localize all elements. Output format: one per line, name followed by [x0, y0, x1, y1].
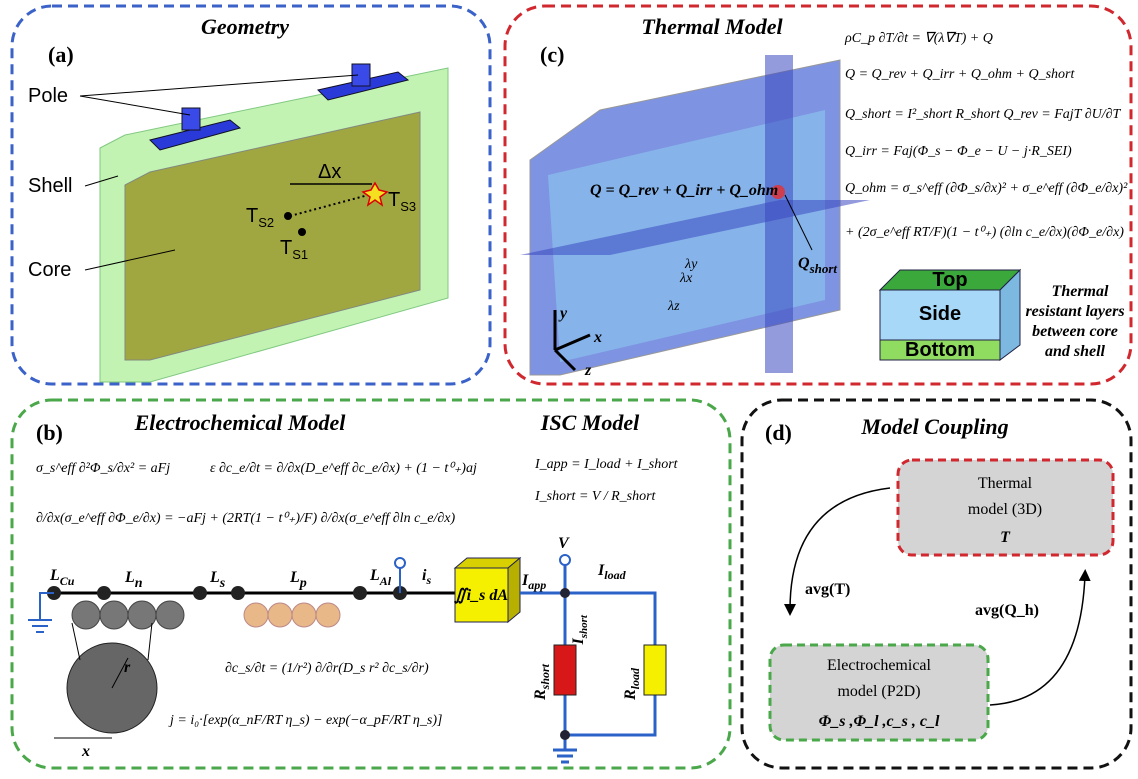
label: is — [422, 567, 431, 587]
box-text: Φ_s ,Φ_l ,c_s , c_l — [819, 713, 940, 730]
label: avg(Q_h) — [975, 602, 1039, 619]
equations: ρC_p ∂T/∂t = ∇(λ∇T) + Q Q = Q_rev + Q_ir… — [844, 31, 1128, 240]
particle — [72, 601, 100, 629]
label: λz — [667, 299, 680, 314]
particle — [244, 603, 268, 627]
terminal — [395, 558, 405, 568]
ground — [28, 593, 54, 632]
resistor — [554, 645, 576, 695]
node — [231, 586, 245, 600]
label: Iapp — [521, 572, 546, 592]
point — [284, 212, 292, 220]
particle — [292, 603, 316, 627]
label: λy — [684, 257, 698, 272]
figure: Geometry (a) Pole Shell Core Δx TS2 TS1 … — [0, 0, 1138, 774]
label: Top — [932, 269, 967, 291]
label: x — [81, 743, 90, 760]
box-text: T — [1000, 529, 1011, 546]
point — [298, 228, 306, 236]
equation: Q_short = I²_short R_short Q_rev = FajT … — [845, 107, 1122, 122]
equation: σ_s^eff ∂²Φ_s/∂x² = aFj — [36, 461, 170, 476]
label: Ln — [124, 569, 143, 591]
label: Δx — [318, 161, 341, 183]
leader — [72, 623, 80, 660]
panel-title: Electrochemical Model — [134, 410, 347, 435]
label: z — [584, 362, 592, 379]
particle — [268, 603, 292, 627]
particle — [100, 601, 128, 629]
label: Iload — [597, 562, 627, 582]
equation: + (2σ_e^eff RT/F)(1 − t⁰₊) (∂ln c_e/∂x)(… — [845, 225, 1124, 240]
panel-title: Geometry — [201, 14, 289, 39]
equation: ∂/∂x(σ_e^eff ∂Φ_e/∂x) = −aFj + (2RT(1 − … — [36, 511, 456, 526]
label: V — [558, 535, 570, 552]
integral-box — [508, 558, 520, 622]
node — [193, 586, 207, 600]
equation: ε ∂c_e/∂t = ∂/∂x(D_e^eff ∂c_e/∂x) + (1 −… — [210, 461, 477, 476]
label: Bottom — [905, 339, 975, 361]
label: Lp — [289, 569, 307, 591]
terminal — [560, 555, 570, 565]
particle — [316, 603, 340, 627]
arrow — [990, 575, 1085, 705]
label: Rload — [622, 667, 642, 701]
equation: ρC_p ∂T/∂t = ∇(λ∇T) + Q — [844, 31, 993, 46]
label: avg(T) — [805, 581, 850, 598]
box-text: model (3D) — [968, 501, 1042, 518]
label: Side — [919, 303, 961, 325]
panel-label: (b) — [36, 420, 63, 445]
label: ∬i_s dA — [454, 587, 508, 604]
equation: j = i₀·[exp(α_nF/RT η_s) − exp(−α_pF/RT … — [168, 713, 442, 728]
label: y — [558, 305, 568, 322]
leader — [80, 96, 190, 115]
particle — [156, 601, 184, 629]
label: λx — [679, 271, 693, 286]
anode-particles — [72, 601, 184, 629]
label: r — [124, 659, 131, 676]
node — [560, 730, 570, 740]
resistor — [644, 645, 666, 695]
cathode-particles — [244, 603, 340, 627]
label: LCu — [49, 567, 75, 588]
equation: Q_irr = Faj(Φ_s − Φ_e − U − j·R_SEI) — [845, 144, 1072, 159]
equation: Q = Q_rev + Q_irr + Q_ohm + Q_short — [845, 67, 1075, 82]
label: x — [593, 329, 602, 346]
node — [560, 588, 570, 598]
label: LAl — [369, 567, 392, 588]
label: Rshort — [532, 663, 552, 701]
equation: I_app = I_load + I_short — [534, 457, 679, 472]
leader — [148, 623, 152, 660]
equation: Q = Q_rev + Q_irr + Q_ohm — [590, 182, 778, 199]
note: resistant layers — [1025, 303, 1124, 320]
panel-title: ISC Model — [540, 410, 640, 435]
panel-label: (a) — [48, 42, 74, 67]
note: and shell — [1045, 343, 1106, 360]
equation: I_short = V / R_short — [534, 489, 657, 504]
panel-label: (c) — [540, 42, 564, 67]
node — [353, 586, 367, 600]
label: Ishort — [570, 614, 590, 645]
leader — [80, 75, 358, 96]
label: Ls — [209, 569, 226, 591]
equation: ∂c_s/∂t = (1/r²) ∂/∂r(D_s r² ∂c_s/∂r) — [225, 661, 429, 676]
panel-title: Thermal Model — [641, 14, 783, 39]
plane — [765, 55, 793, 373]
label: Core — [28, 259, 71, 281]
label: Pole — [28, 85, 68, 107]
box-text: model (P2D) — [837, 683, 920, 700]
pole — [182, 108, 200, 130]
panel-title: Model Coupling — [860, 414, 1008, 439]
panel-label: (d) — [765, 420, 792, 445]
note: Thermal — [1052, 283, 1109, 300]
node — [97, 586, 111, 600]
note: between core — [1032, 323, 1118, 340]
equation: Q_ohm = σ_s^eff (∂Φ_s/∂x)² + σ_e^eff (∂Φ… — [845, 181, 1128, 196]
box-text: Electrochemical — [827, 657, 931, 674]
box-text: Thermal — [978, 475, 1033, 492]
label: Shell — [28, 175, 72, 197]
